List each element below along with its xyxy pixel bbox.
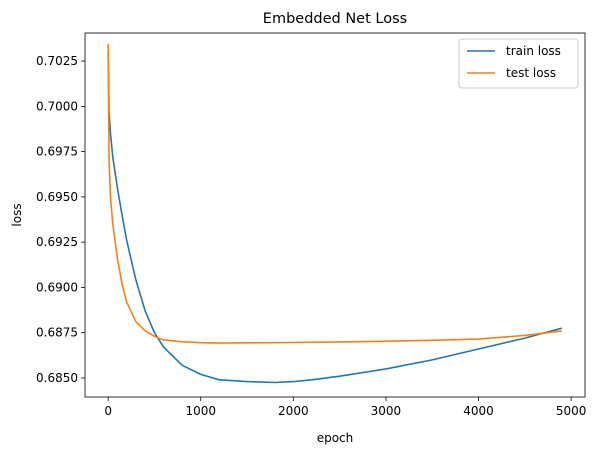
x-tick-label: 1000 — [185, 404, 216, 418]
y-tick-label: 0.7000 — [36, 99, 78, 113]
x-tick-label: 4000 — [463, 404, 494, 418]
x-tick-label: 0 — [104, 404, 112, 418]
chart-title: Embedded Net Loss — [263, 11, 407, 27]
legend-label-test-loss: test loss — [506, 66, 556, 80]
x-axis: 0 1000 2000 3000 4000 5000 — [104, 397, 586, 418]
y-tick-label: 0.7025 — [36, 54, 78, 68]
legend-label-train-loss: train loss — [506, 44, 561, 58]
y-tick-label: 0.6875 — [36, 326, 78, 340]
y-axis-label: loss — [10, 203, 24, 226]
y-axis: 0.6850 0.6875 0.6900 0.6925 0.6950 0.6975 0.70… — [36, 54, 85, 385]
series-lines — [107, 43, 563, 384]
y-tick-label: 0.6900 — [36, 280, 78, 294]
y-tick-label: 0.6925 — [36, 235, 78, 249]
x-tick-label: 2000 — [278, 404, 309, 418]
y-tick-label: 0.6850 — [36, 371, 78, 385]
series-line-train-loss — [107, 53, 563, 384]
legend: train loss test loss — [458, 38, 579, 89]
x-tick-label: 5000 — [556, 404, 587, 418]
series-line-test-loss — [107, 43, 562, 344]
y-tick-label: 0.6975 — [36, 145, 78, 159]
x-axis-label: epoch — [317, 431, 354, 445]
plot-frame — [84, 32, 586, 398]
x-tick-label: 3000 — [371, 404, 402, 418]
y-tick-label: 0.6950 — [36, 190, 78, 204]
